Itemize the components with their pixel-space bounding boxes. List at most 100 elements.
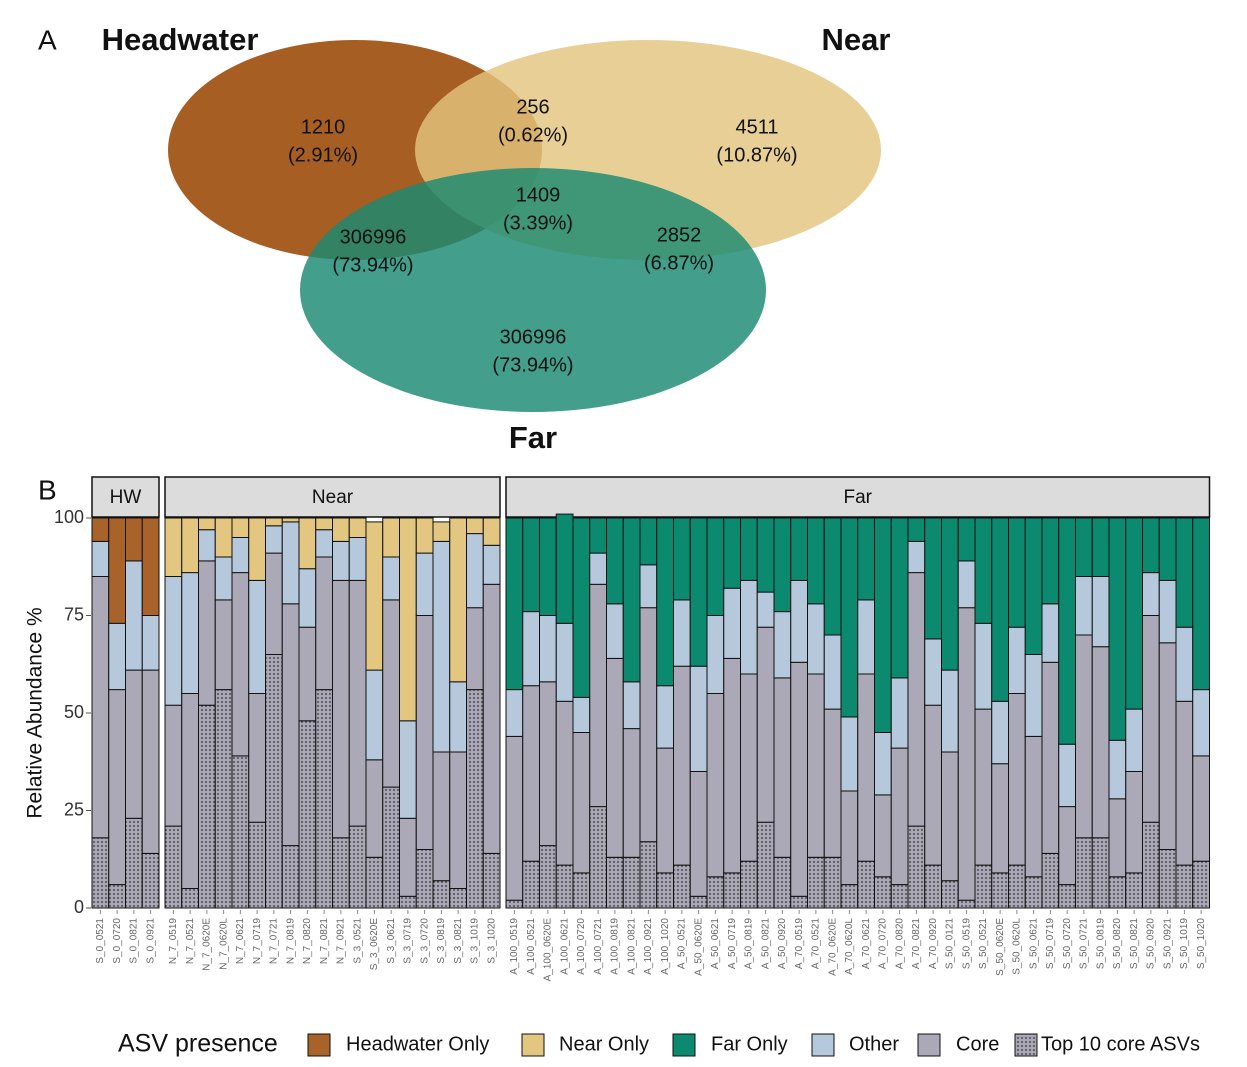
- bar-segment: [539, 517, 557, 616]
- bar-segment: [91, 576, 110, 839]
- y-tick-label: 75: [64, 604, 84, 624]
- bar-segment: [773, 517, 792, 613]
- bar-segment: [522, 517, 540, 613]
- x-tick-label: A_100_0720: [576, 918, 587, 975]
- bar-segment: [639, 517, 658, 566]
- bar-segment: [1192, 689, 1210, 757]
- bar-segment: [823, 708, 842, 858]
- legend-title: ASV presence: [118, 1030, 278, 1058]
- region-percent: (73.94%): [332, 254, 413, 276]
- x-tick-label: S_50_0920: [1146, 918, 1157, 970]
- bar-segment: [505, 735, 524, 901]
- legend-label: Top 10 core ASVs: [1041, 1033, 1200, 1055]
- bar-segment: [281, 845, 300, 909]
- y-tick-label: 0: [74, 897, 84, 917]
- bar-segment: [315, 529, 333, 558]
- legend-label: Near Only: [559, 1033, 649, 1055]
- bar-segment: [857, 517, 875, 601]
- x-tick-label: N_7_0820: [302, 918, 313, 965]
- bar-segment: [874, 794, 892, 878]
- bar-segment: [348, 825, 367, 909]
- bar-segment: [874, 732, 892, 796]
- bar-segment: [298, 568, 317, 628]
- bar-segment: [991, 763, 1009, 874]
- bar-segment: [840, 884, 859, 909]
- bar-segment: [874, 876, 892, 909]
- bar-segment: [1142, 572, 1160, 616]
- bar-segment: [198, 704, 216, 909]
- y-tick-label: 50: [64, 702, 84, 722]
- x-tick-label: S_50_0519: [961, 918, 972, 970]
- bar-segment: [974, 708, 993, 866]
- x-tick-label: A_50_0620E: [693, 918, 704, 976]
- bar-segment: [1024, 654, 1043, 737]
- x-tick-label: S_0_0521: [95, 918, 106, 964]
- bar-segment: [198, 529, 216, 562]
- bar-segment: [606, 856, 624, 909]
- bar-segment: [399, 895, 417, 909]
- x-tick-label: S_50_0819: [1095, 918, 1106, 970]
- bar-segment: [907, 540, 926, 574]
- bar-segment: [415, 849, 434, 909]
- bar-segment: [924, 517, 942, 640]
- bar-segment: [840, 790, 859, 886]
- bar-segment: [1075, 837, 1093, 909]
- bar-segment: [125, 817, 143, 909]
- bar-segment: [522, 685, 540, 862]
- bar-segment: [449, 751, 467, 889]
- x-tick-label: S_0_0921: [145, 918, 156, 964]
- x-tick-label: A_50_0719: [727, 918, 738, 970]
- set-label: Far: [509, 420, 557, 455]
- bar-segment: [1158, 642, 1177, 850]
- bar-segment: [723, 657, 741, 874]
- bar-segment: [482, 583, 501, 854]
- bar-segment: [941, 669, 959, 753]
- bar-segment: [399, 817, 417, 897]
- bar-segment: [1108, 798, 1127, 878]
- bar-segment: [857, 860, 875, 909]
- bar-segment: [382, 599, 400, 788]
- facet-strip: [505, 476, 1211, 518]
- bar-segment: [890, 747, 909, 886]
- bar-segment: [823, 517, 842, 636]
- bar-segment: [974, 517, 993, 624]
- bar-segment: [1108, 739, 1127, 800]
- bar-segment: [399, 517, 417, 722]
- bar-segment: [589, 806, 607, 909]
- y-tick-label: 25: [64, 799, 84, 819]
- legend-swatch: [307, 1033, 331, 1057]
- bar-segment: [555, 864, 574, 909]
- facet-strip: [91, 476, 160, 518]
- bar-segment: [924, 864, 942, 909]
- x-tick-label: A_70_0720: [878, 918, 889, 970]
- region-count: 256: [516, 96, 549, 118]
- x-tick-label: S_3_0621: [386, 918, 397, 964]
- bar-segment: [622, 517, 641, 683]
- bar-segment: [382, 517, 400, 558]
- bar-segment: [1075, 517, 1093, 577]
- bar-segment: [108, 689, 126, 886]
- bar-segment: [756, 517, 775, 593]
- bar-segment: [382, 786, 400, 909]
- x-tick-label: S_0_0720: [112, 918, 123, 964]
- bar-segment: [505, 689, 524, 737]
- bar-segment: [348, 537, 367, 581]
- legend-swatch: [811, 1033, 835, 1057]
- bar-segment: [365, 669, 384, 761]
- bar-segment: [248, 821, 266, 909]
- bar-segment: [214, 556, 233, 601]
- y-axis-title: Relative Abundance %: [24, 607, 47, 818]
- bar-segment: [382, 556, 400, 601]
- x-tick-label: S_50_0621: [1028, 918, 1039, 970]
- x-tick-label: S_3_0821: [453, 918, 464, 964]
- x-tick-label: S_50_0121: [945, 918, 956, 970]
- x-tick-label: A_100_0819: [610, 918, 621, 975]
- region-count: 4511: [735, 116, 778, 138]
- bar-segment: [790, 661, 808, 897]
- x-tick-label: S_50_1019: [1179, 918, 1190, 970]
- bar-segment: [198, 517, 216, 531]
- bar-segment: [348, 517, 367, 538]
- legend-label: Other: [849, 1033, 899, 1055]
- bar-segment: [522, 860, 540, 909]
